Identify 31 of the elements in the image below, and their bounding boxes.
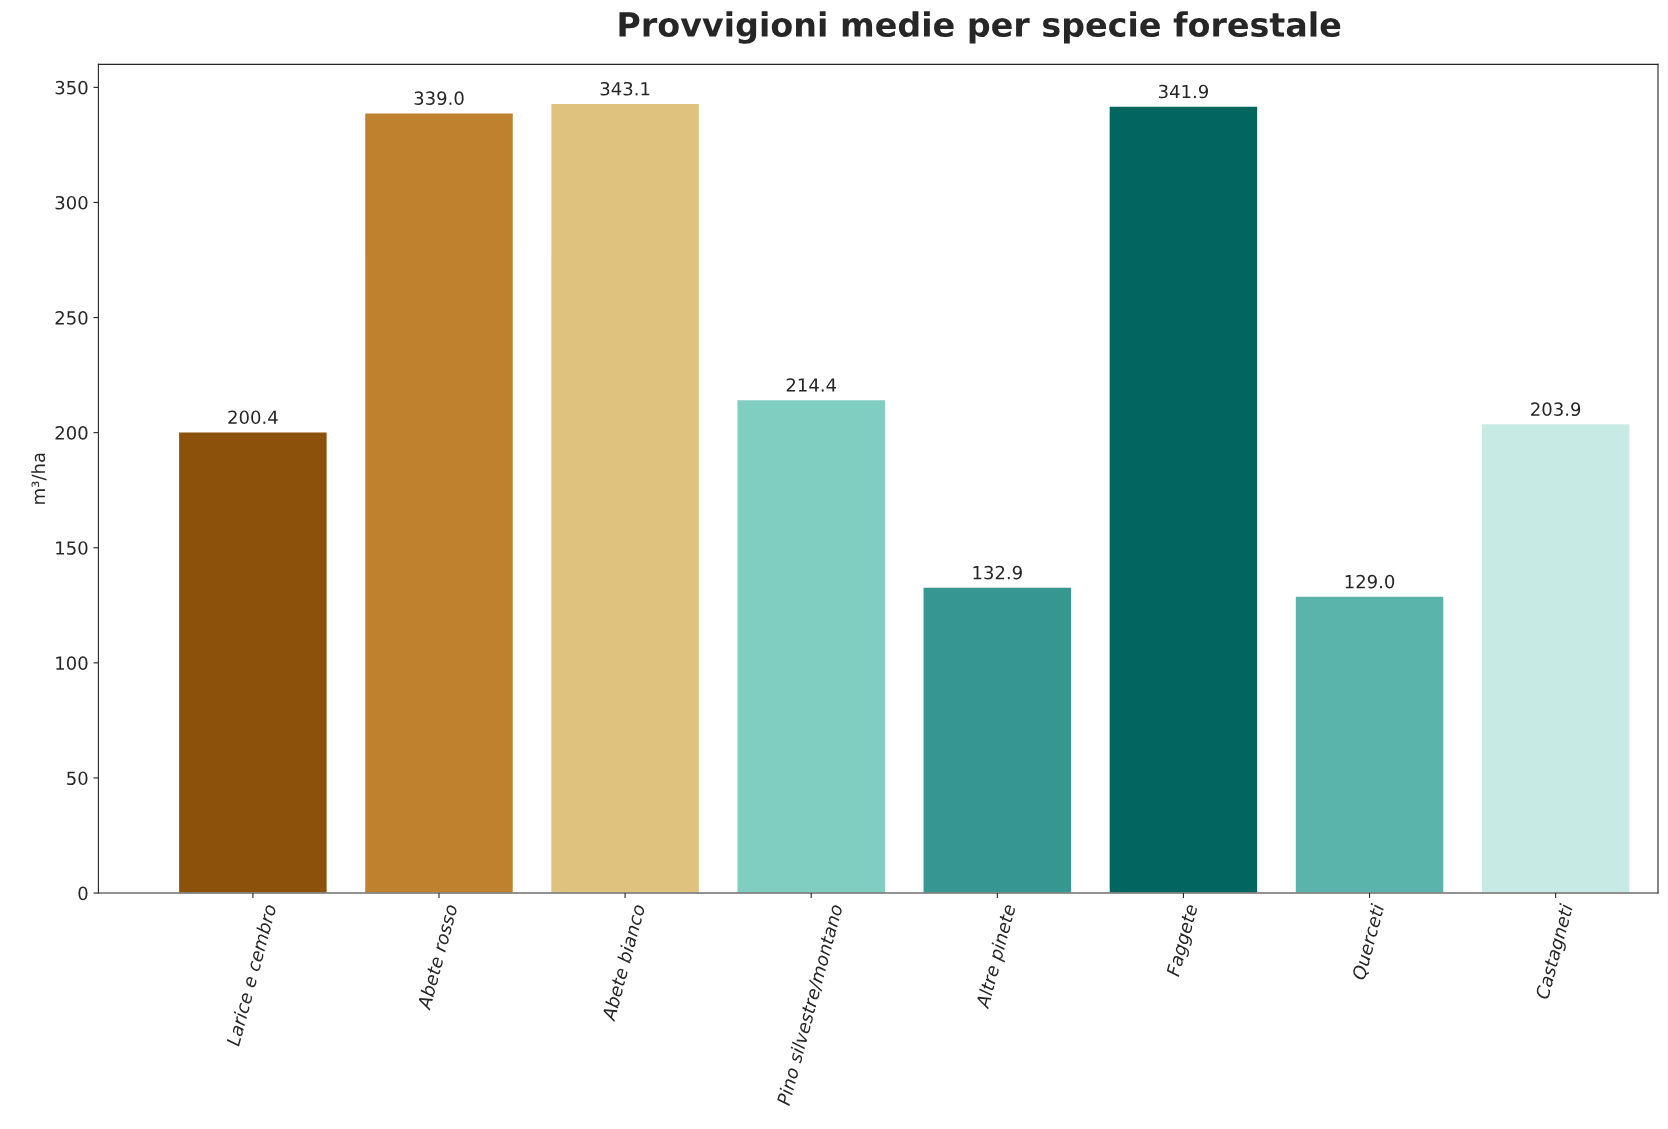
bar: [549, 102, 701, 894]
y-tick-label: 300: [55, 195, 88, 210]
data-label: 339.0: [414, 91, 464, 106]
bar: [1108, 105, 1259, 894]
y-tick-label: 200: [55, 426, 88, 440]
x-tick-label: Larice e cembro: [225, 903, 277, 1047]
x-tick-label: Abete bianco: [601, 903, 646, 1023]
data-label: 132.9: [973, 565, 1022, 580]
bar: [1480, 422, 1631, 894]
x-tick-label: Faggete: [1166, 903, 1202, 978]
y-tick-label: 150: [56, 541, 88, 555]
y-tick-label: 350: [55, 80, 88, 95]
y-axis-title: m³/ha: [31, 453, 47, 504]
data-label: 343.1: [600, 81, 650, 96]
bar: [736, 398, 887, 894]
y-tick-label: 0: [78, 886, 88, 901]
data-label: 214.4: [786, 378, 837, 392]
bar: [922, 586, 1073, 894]
data-label: 341.9: [1158, 84, 1208, 99]
bar: [177, 431, 329, 894]
bar: [1294, 595, 1445, 894]
data-label: 129.0: [1345, 574, 1395, 589]
y-tick-label: 250: [55, 311, 88, 325]
data-label: 203.9: [1531, 402, 1581, 417]
y-tick-label: 50: [67, 771, 88, 786]
chart-title: Provvigioni medie per specie forestale: [619, 11, 1341, 44]
x-tick-label: Abete rosso: [416, 903, 458, 1011]
bar: [363, 111, 515, 894]
data-label: 200.4: [228, 410, 278, 425]
y-tick-label: 100: [56, 656, 88, 670]
x-tick-label: Altre pinete: [974, 903, 1020, 1011]
